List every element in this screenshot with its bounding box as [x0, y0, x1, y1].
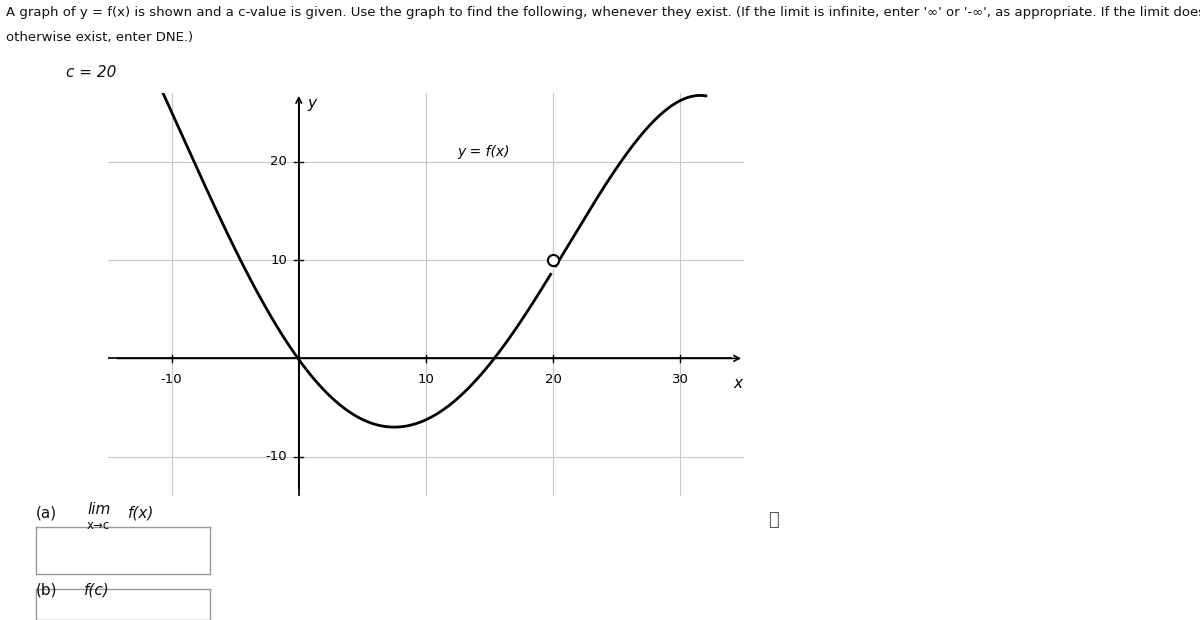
Text: f(c): f(c)	[84, 583, 109, 598]
Text: y: y	[307, 96, 317, 111]
Text: (a): (a)	[36, 505, 58, 520]
Text: x→c: x→c	[86, 519, 109, 532]
Text: y = f(x): y = f(x)	[458, 145, 510, 159]
Text: x: x	[733, 376, 742, 391]
Text: -10: -10	[161, 373, 182, 386]
Text: -10: -10	[265, 450, 287, 463]
Text: c = 20: c = 20	[66, 65, 116, 80]
Text: f(x): f(x)	[128, 505, 155, 520]
Text: (b): (b)	[36, 583, 58, 598]
Text: lim: lim	[88, 502, 110, 517]
Text: 20: 20	[270, 155, 287, 168]
Text: 10: 10	[418, 373, 434, 386]
Text: 10: 10	[270, 254, 287, 267]
Text: otherwise exist, enter DNE.): otherwise exist, enter DNE.)	[6, 31, 193, 44]
Text: 20: 20	[545, 373, 562, 386]
Text: 30: 30	[672, 373, 689, 386]
Text: A graph of y = f(x) is shown and a c-value is given. Use the graph to find the f: A graph of y = f(x) is shown and a c-val…	[6, 6, 1200, 19]
Text: ⓘ: ⓘ	[768, 512, 779, 529]
